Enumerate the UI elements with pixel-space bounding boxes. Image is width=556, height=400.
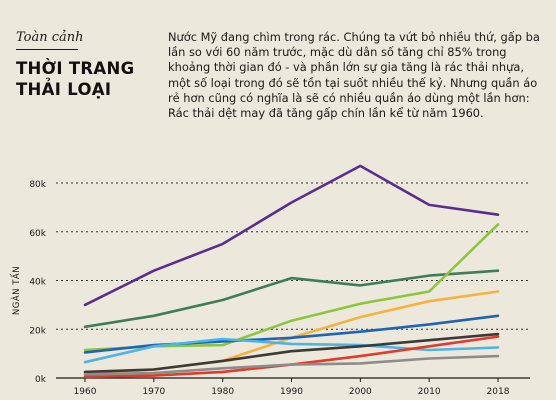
title-line-1: THỜI TRANG xyxy=(16,59,135,78)
y-tick-label: 0k xyxy=(35,375,47,385)
y-tick-label: 60k xyxy=(29,229,46,239)
series-line-6 xyxy=(83,337,500,364)
x-tick-label: 2010 xyxy=(418,387,441,397)
intro-paragraph: Nước Mỹ đang chìm trong rác. Chúng ta vứ… xyxy=(168,30,540,121)
series-line-1 xyxy=(83,164,500,307)
x-tick-label: 1990 xyxy=(280,387,303,397)
x-tick-label: 2018 xyxy=(487,387,510,397)
section-label: Toàn cảnh xyxy=(16,30,84,45)
series-line-3 xyxy=(83,223,500,352)
x-tick-label: 1960 xyxy=(74,387,97,397)
series-line-9 xyxy=(83,354,500,376)
y-tick-label: 20k xyxy=(29,326,46,336)
y-tick-label: 80k xyxy=(29,180,46,190)
x-tick-label: 2000 xyxy=(349,387,372,397)
y-tick-label: 40k xyxy=(29,278,46,288)
title-line-2: THẢI LOẠI xyxy=(16,80,112,99)
x-tick-label: 1980 xyxy=(211,387,234,397)
y-axis-title: NGÀN TẤN xyxy=(10,266,22,315)
page-title: THỜI TRANG THẢI LOẠI xyxy=(16,58,136,100)
series-line-2 xyxy=(83,269,500,329)
section-underline xyxy=(16,49,78,50)
x-tick-label: 1970 xyxy=(142,387,165,397)
textile-waste-line-chart: 0k 20k 40k 60k 80k NGÀN TẤN 1960 1970 1980 1990 20… xyxy=(10,164,530,397)
series-line-4 xyxy=(83,290,500,376)
series-line-7 xyxy=(83,332,500,374)
